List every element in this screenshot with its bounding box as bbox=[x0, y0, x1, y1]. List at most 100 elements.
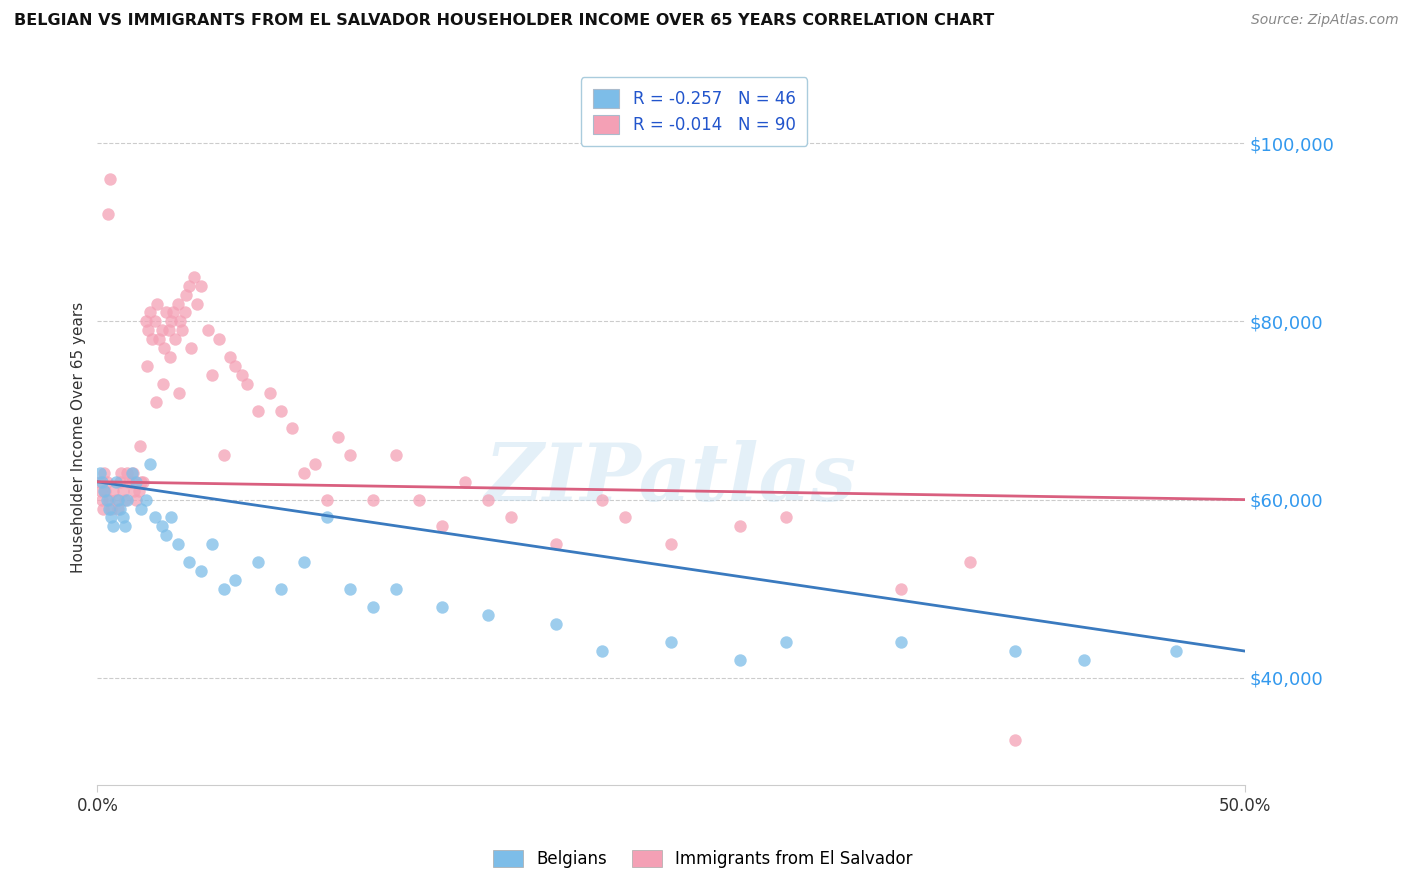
Point bbox=[1166, 644, 1188, 658]
Point bbox=[110, 501, 132, 516]
Point bbox=[292, 466, 315, 480]
Text: BELGIAN VS IMMIGRANTS FROM EL SALVADOR HOUSEHOLDER INCOME OVER 65 YEARS CORRELAT: BELGIAN VS IMMIGRANTS FROM EL SALVADOR H… bbox=[14, 13, 994, 29]
Point bbox=[212, 582, 235, 596]
Point bbox=[104, 475, 127, 489]
Point bbox=[247, 555, 270, 569]
Point bbox=[180, 341, 202, 355]
Point bbox=[477, 608, 499, 623]
Point bbox=[122, 466, 145, 480]
Point bbox=[159, 510, 181, 524]
Point bbox=[728, 653, 751, 667]
Point bbox=[125, 492, 148, 507]
Point bbox=[121, 475, 143, 489]
Point bbox=[97, 492, 120, 507]
Point bbox=[132, 475, 155, 489]
Point bbox=[477, 492, 499, 507]
Point bbox=[91, 475, 114, 489]
Point bbox=[141, 332, 163, 346]
Point bbox=[143, 314, 166, 328]
Point bbox=[103, 519, 125, 533]
Point bbox=[128, 439, 150, 453]
Point bbox=[121, 466, 143, 480]
Point bbox=[135, 359, 157, 373]
Text: Source: ZipAtlas.com: Source: ZipAtlas.com bbox=[1251, 13, 1399, 28]
Point bbox=[129, 501, 152, 516]
Point bbox=[728, 519, 751, 533]
Point bbox=[775, 635, 797, 649]
Point bbox=[1004, 644, 1026, 658]
Point bbox=[169, 314, 191, 328]
Point bbox=[94, 483, 117, 498]
Point bbox=[110, 475, 132, 489]
Point bbox=[270, 582, 292, 596]
Point bbox=[111, 510, 134, 524]
Point bbox=[107, 501, 129, 516]
Point bbox=[890, 635, 912, 649]
Legend: R = -0.257   N = 46, R = -0.014   N = 90: R = -0.257 N = 46, R = -0.014 N = 90 bbox=[581, 78, 807, 145]
Point bbox=[155, 528, 177, 542]
Point bbox=[139, 305, 162, 319]
Point bbox=[179, 278, 201, 293]
Point bbox=[104, 492, 127, 507]
Point bbox=[93, 483, 115, 498]
Point bbox=[152, 376, 174, 391]
Point bbox=[208, 332, 231, 346]
Point bbox=[231, 368, 253, 382]
Point bbox=[135, 492, 157, 507]
Point bbox=[114, 492, 136, 507]
Point bbox=[659, 537, 682, 551]
Point bbox=[100, 501, 122, 516]
Point bbox=[614, 510, 637, 524]
Point bbox=[146, 296, 169, 310]
Point bbox=[155, 305, 177, 319]
Point bbox=[328, 430, 350, 444]
Point bbox=[408, 492, 430, 507]
Point bbox=[219, 350, 242, 364]
Point bbox=[224, 573, 246, 587]
Point bbox=[100, 510, 122, 524]
Point bbox=[97, 207, 120, 221]
Point bbox=[157, 323, 180, 337]
Point bbox=[159, 350, 181, 364]
Point bbox=[775, 510, 797, 524]
Point bbox=[361, 492, 384, 507]
Point bbox=[546, 537, 568, 551]
Point bbox=[591, 492, 613, 507]
Point bbox=[153, 341, 176, 355]
Point bbox=[91, 501, 114, 516]
Point bbox=[96, 492, 118, 507]
Point bbox=[145, 394, 167, 409]
Point bbox=[122, 483, 145, 498]
Point bbox=[136, 323, 159, 337]
Point bbox=[186, 296, 208, 310]
Point bbox=[259, 385, 281, 400]
Point bbox=[89, 466, 111, 480]
Point bbox=[172, 323, 194, 337]
Point bbox=[93, 466, 115, 480]
Point bbox=[91, 492, 114, 507]
Point bbox=[107, 492, 129, 507]
Point bbox=[339, 448, 361, 462]
Point bbox=[139, 457, 162, 471]
Point bbox=[197, 323, 219, 337]
Point bbox=[361, 599, 384, 614]
Point bbox=[148, 332, 170, 346]
Point bbox=[89, 475, 111, 489]
Point bbox=[90, 483, 112, 498]
Point bbox=[292, 555, 315, 569]
Point bbox=[129, 475, 152, 489]
Point bbox=[247, 403, 270, 417]
Y-axis label: Householder Income Over 65 years: Householder Income Over 65 years bbox=[72, 301, 86, 573]
Point bbox=[173, 305, 195, 319]
Point bbox=[183, 269, 205, 284]
Point bbox=[96, 475, 118, 489]
Point bbox=[150, 323, 173, 337]
Point bbox=[115, 492, 138, 507]
Text: ZIPatlas: ZIPatlas bbox=[485, 440, 858, 517]
Point bbox=[125, 475, 148, 489]
Point bbox=[166, 537, 188, 551]
Point bbox=[453, 475, 475, 489]
Point bbox=[1004, 733, 1026, 747]
Point bbox=[159, 314, 181, 328]
Point bbox=[315, 492, 337, 507]
